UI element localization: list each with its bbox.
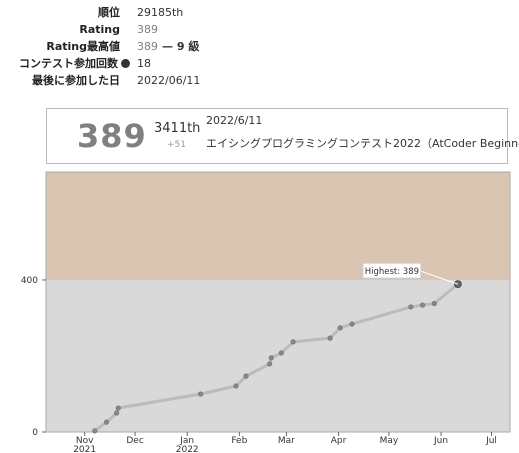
x-tick-label: Dec bbox=[126, 436, 143, 446]
rating-point bbox=[408, 304, 414, 310]
x-tick-year: 2021 bbox=[73, 445, 96, 453]
row-label: 最後に参加した日 bbox=[32, 74, 120, 87]
rating-point bbox=[92, 428, 98, 434]
rating-point bbox=[327, 335, 333, 341]
row-label: 順位 bbox=[98, 6, 120, 19]
latest-date: 2022/6/11 bbox=[206, 114, 263, 127]
profile-row: 順位 29185th bbox=[0, 4, 519, 21]
x-tick-year: 2022 bbox=[176, 445, 199, 453]
x-tick-label: Feb bbox=[231, 436, 247, 446]
rating-point bbox=[349, 321, 355, 327]
x-tick-label: Jul bbox=[485, 436, 497, 446]
y-tick-label: 400 bbox=[21, 276, 38, 286]
rating-point bbox=[243, 373, 249, 379]
rating-point bbox=[114, 410, 120, 416]
annotation-text: Highest: 389 bbox=[365, 267, 419, 277]
rating-point bbox=[431, 300, 437, 307]
annotation-pointer bbox=[417, 269, 459, 285]
x-tick-label: Nov bbox=[76, 436, 94, 446]
row-value: 389 bbox=[137, 40, 158, 53]
profile-row: Rating 389 bbox=[0, 21, 519, 38]
row-value: 389 bbox=[137, 23, 158, 36]
latest-contest-box: 389 3411th +51 2022/6/11 エイシングプログラミングコンテ… bbox=[46, 108, 519, 164]
profile-row: 最後に参加した日 2022/06/11 bbox=[0, 72, 519, 89]
x-tick-label: Jan bbox=[179, 436, 194, 446]
latest-rating: 389 bbox=[77, 117, 147, 155]
x-tick-label: Apr bbox=[331, 436, 347, 446]
row-label: Rating最高値 bbox=[46, 40, 120, 53]
rating-point bbox=[266, 361, 273, 367]
latest-place: 3411th bbox=[154, 121, 201, 136]
rating-point bbox=[233, 383, 239, 389]
rating-point bbox=[290, 339, 296, 345]
row-value: 29185th bbox=[137, 6, 184, 19]
row-extra: — 9 級 bbox=[162, 40, 200, 53]
x-tick-label: Jun bbox=[433, 436, 448, 446]
row-label: コンテスト参加回数 bbox=[19, 57, 118, 70]
x-tick-label: May bbox=[380, 436, 399, 446]
row-label: Rating bbox=[79, 23, 120, 36]
profile-row: Rating最高値 389 — 9 級 bbox=[0, 38, 519, 55]
help-icon[interactable] bbox=[121, 59, 130, 68]
y-tick-label: 0 bbox=[32, 428, 38, 438]
rating-point bbox=[103, 419, 110, 425]
profile-row: コンテスト参加回数 18 bbox=[0, 55, 519, 72]
latest-diff: +51 bbox=[167, 140, 186, 150]
latest-contest: エイシングプログラミングコンテスト2022（AtCoder Beginner C… bbox=[206, 137, 519, 150]
rating-point bbox=[268, 355, 274, 361]
rating-point bbox=[337, 325, 343, 331]
rating-point bbox=[198, 391, 204, 397]
rating-point bbox=[115, 405, 121, 411]
plot-border bbox=[45, 171, 511, 433]
annotation-box bbox=[362, 262, 422, 279]
rating-band bbox=[46, 172, 510, 280]
rating-point bbox=[419, 302, 426, 308]
row-value: 18 bbox=[137, 57, 151, 70]
rating-point bbox=[278, 350, 284, 356]
x-tick-label: Mar bbox=[278, 436, 295, 446]
row-value: 2022/06/11 bbox=[137, 74, 201, 87]
